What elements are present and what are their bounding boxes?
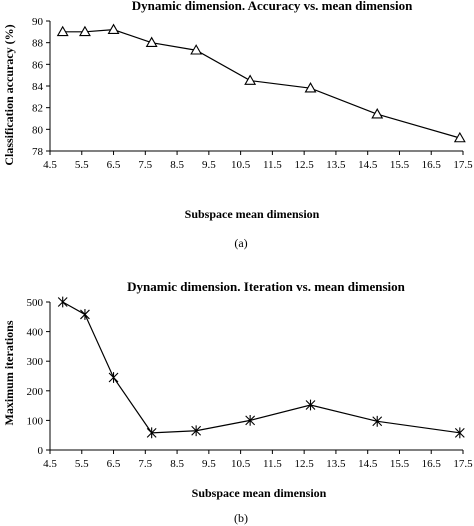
panel-a-y-tick-label: 82 xyxy=(32,103,43,115)
panel-b-data-point xyxy=(80,309,90,320)
panel-b-y-tick-label: 400 xyxy=(27,327,44,339)
panel-a-axes xyxy=(49,21,463,152)
panel-b-ticks: 0 100 200 300 400 500 4.5 5.5 6.5 7.5 8.5 9.5 10.5 11… xyxy=(27,297,474,470)
panel-b-y-tick-label: 200 xyxy=(27,386,44,398)
panel-a-series xyxy=(56,23,466,143)
panel-b-x-tick-label: 15.5 xyxy=(390,458,410,470)
panel-b-x-tick-label: 13.5 xyxy=(326,458,346,470)
panel-b-data-point xyxy=(108,372,119,383)
panel-a-data-point xyxy=(145,36,158,47)
panel-a-y-tick-label: 84 xyxy=(32,81,44,93)
panel-a-x-tick-label: 5.5 xyxy=(75,159,89,171)
panel-a-caption: (a) xyxy=(234,236,247,250)
panel-a-data-point xyxy=(304,82,317,93)
panel-a-x-tick-label: 12.5 xyxy=(295,159,315,171)
panel-a-x-tick-label: 13.5 xyxy=(326,159,346,171)
panel-b-data-point xyxy=(146,427,157,439)
panel-a-title: Dynamic dimension. Accuracy vs. mean dim… xyxy=(132,0,413,13)
panel-a: Dynamic dimension. Accuracy vs. mean dim… xyxy=(2,0,473,250)
panel-b-data-point xyxy=(57,296,68,308)
panel-b-series-line xyxy=(62,301,460,434)
panel-a-data-point xyxy=(453,131,466,143)
panel-a-x-tick-label: 4.5 xyxy=(43,159,57,171)
panel-b-x-tick-label: 5.5 xyxy=(75,458,89,470)
panel-b-x-tick-label: 14.5 xyxy=(358,458,378,470)
panel-a-x-tick-label: 17.5 xyxy=(453,159,473,171)
panel-a-x-tick-label: 9.5 xyxy=(202,159,216,171)
panel-b-x-tick-label: 6.5 xyxy=(107,458,121,470)
panel-a-data-point xyxy=(78,25,91,37)
panel-a-x-tick-label: 8.5 xyxy=(170,159,184,171)
panel-a-y-tick-label: 80 xyxy=(32,124,44,136)
panel-b-series xyxy=(57,296,465,439)
panel-b-data-point xyxy=(191,425,202,437)
panel-b-data-point xyxy=(454,427,465,439)
panel-b-x-tick-label: 10.5 xyxy=(231,458,251,470)
panel-a-x-tick-label: 7.5 xyxy=(138,159,152,171)
panel-b-y-axis-label: Maximum iterations xyxy=(2,320,16,425)
panel-b-axes xyxy=(49,302,463,451)
panel-a-data-point xyxy=(107,23,120,34)
panel-b-x-axis-label: Subspace mean dimension xyxy=(192,486,327,500)
panel-b-data-point xyxy=(305,399,316,411)
panel-a-y-tick-label: 78 xyxy=(32,146,44,158)
panel-b-data-point xyxy=(372,415,383,427)
panel-b-y-tick-label: 100 xyxy=(27,415,44,427)
panel-a-data-point xyxy=(190,44,203,55)
panel-a-series-line xyxy=(62,29,460,139)
panel-a-data-point xyxy=(56,25,69,37)
panel-b-x-tick-label: 4.5 xyxy=(43,458,57,470)
panel-a-y-axis-label: Classification accuracy (%) xyxy=(2,24,16,165)
panel-a-data-point xyxy=(371,108,384,119)
panel-a-x-tick-label: 11.5 xyxy=(263,159,282,171)
panel-a-x-tick-label: 14.5 xyxy=(358,159,378,171)
panel-b-y-tick-label: 500 xyxy=(27,297,44,309)
panel-a-y-tick-label: 88 xyxy=(32,38,44,50)
panel-a-x-tick-label: 15.5 xyxy=(390,159,410,171)
panel-a-ticks: 78 80 82 84 86 88 90 4.5 5.5 6.5 7.5 8.5 9.5 10.5 11.5… xyxy=(32,16,473,171)
panel-a-x-tick-label: 10.5 xyxy=(231,159,251,171)
panel-b-title: Dynamic dimension. Iteration vs. mean di… xyxy=(127,279,405,294)
panel-a-y-tick-label: 90 xyxy=(32,16,44,28)
panel-b-y-tick-label: 0 xyxy=(38,445,44,457)
panel-b-x-tick-label: 12.5 xyxy=(295,458,315,470)
panel-b-caption: (b) xyxy=(234,511,248,525)
panel-b-data-point xyxy=(245,415,256,426)
panel-b-x-tick-label: 7.5 xyxy=(138,458,152,470)
panel-b-y-tick-label: 300 xyxy=(27,356,44,368)
panel-a-x-tick-label: 16.5 xyxy=(422,159,442,171)
panel-a-y-tick-label: 86 xyxy=(32,59,44,71)
panel-b-x-tick-label: 17.5 xyxy=(453,458,473,470)
panel-b-x-tick-label: 16.5 xyxy=(422,458,442,470)
panel-b: Dynamic dimension. Iteration vs. mean di… xyxy=(2,279,473,525)
panel-b-x-tick-label: 9.5 xyxy=(202,458,216,470)
panel-b-x-tick-label: 8.5 xyxy=(170,458,184,470)
panel-b-x-tick-label: 11.5 xyxy=(263,458,282,470)
panel-a-x-tick-label: 6.5 xyxy=(107,159,121,171)
panel-a-x-axis-label: Subspace mean dimension xyxy=(185,207,320,221)
panel-a-data-point xyxy=(244,74,257,85)
